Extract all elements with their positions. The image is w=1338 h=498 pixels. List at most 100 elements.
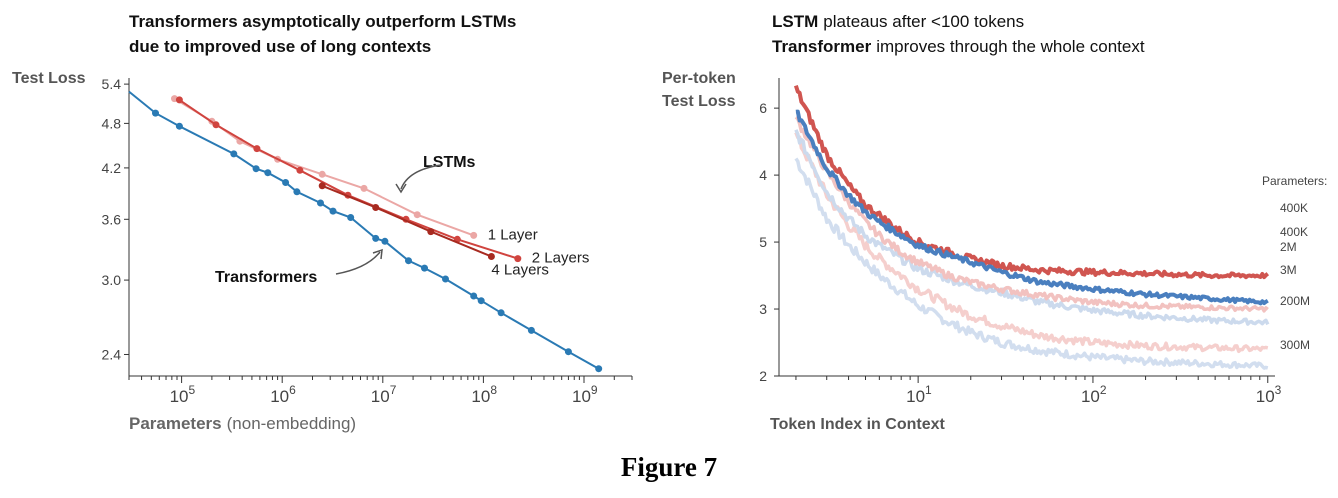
right-y-tick-label: 2 [759, 368, 767, 384]
right-chart-title-line2: Transformer improves through the whole co… [772, 37, 1145, 56]
right-x-tick-label: 102 [1081, 383, 1107, 406]
left-data-point [442, 275, 449, 283]
left-x-tick-base: 10 [170, 387, 189, 406]
left-series-label: 4 Layers [491, 262, 549, 279]
left-data-point [360, 184, 368, 192]
left-data-point [477, 297, 485, 305]
right-series-line [793, 84, 1270, 280]
left-data-point [427, 228, 435, 236]
left-series-line [321, 184, 492, 258]
left-data-point [470, 292, 478, 300]
right-series-line [794, 131, 1269, 354]
left-data-point [282, 179, 290, 186]
left-data-point [175, 122, 183, 130]
left-data-point [564, 348, 572, 356]
right-chart-y-axis-label-line1: Per-token [662, 70, 736, 87]
left-x-tick-exponent: 5 [189, 383, 196, 397]
left-x-tick-label: 105 [170, 383, 196, 406]
transformers-arrowhead-icon [372, 248, 383, 260]
left-series-label: 2 Layers [532, 250, 590, 267]
left-data-point [296, 166, 304, 174]
left-data-point [252, 165, 260, 173]
left-x-tick-exponent: 8 [490, 383, 497, 397]
left-x-tick-base: 10 [572, 387, 591, 406]
left-data-point [317, 199, 324, 207]
left-x-tick-label: 107 [371, 383, 397, 406]
right-series-label: 200M [1280, 294, 1310, 308]
right-series-label: 3M [1280, 263, 1297, 277]
left-data-point [405, 257, 412, 265]
left-data-point [318, 182, 326, 190]
right-title-lstm: LSTM [772, 12, 818, 31]
left-data-point [413, 211, 421, 219]
left-x-tick-label: 109 [572, 383, 598, 406]
right-y-tick-label: 6 [759, 100, 767, 116]
left-series-line [128, 90, 600, 370]
left-x-tick-label: 108 [471, 383, 497, 406]
left-x-tick-base: 10 [270, 387, 289, 406]
right-series-line [795, 109, 1269, 306]
left-series-line [178, 99, 519, 260]
left-data-point [318, 170, 326, 178]
right-chart-y-axis-label-line2: Test Loss [662, 93, 736, 110]
left-chart-y-axis-label: Test Loss [12, 70, 86, 87]
right-y-tick-label: 3 [759, 301, 767, 317]
right-title-lstm-rest: plateaus after <100 tokens [823, 12, 1024, 31]
right-legend-title: Parameters: [1262, 174, 1327, 188]
left-data-point [421, 264, 428, 272]
left-data-point [175, 96, 183, 104]
left-chart-title-line2: due to improved use of long contexts [129, 37, 431, 56]
left-chart-x-axis-label-bold: Parameters [129, 414, 222, 433]
right-title-transformer-rest: improves through the whole context [876, 37, 1145, 56]
left-data-point [595, 365, 603, 373]
left-chart-x-axis-label-rest: (non-embedding) [227, 414, 356, 433]
left-x-tick-base: 10 [371, 387, 390, 406]
left-y-tick-label: 4.8 [102, 115, 122, 131]
left-chart-title-line1: Transformers asymptotically outperform L… [129, 12, 516, 31]
left-data-point [372, 234, 380, 242]
right-x-tick-exponent: 1 [925, 383, 932, 397]
transformers-annotation-arrow [335, 251, 381, 275]
figure-caption: Figure 7 [620, 452, 718, 482]
right-chart-title-line1: LSTM plateaus after <100 tokens [772, 12, 1024, 31]
right-series-label: 400K [1280, 225, 1308, 239]
right-y-tick-label: 5 [759, 234, 767, 250]
left-data-point [470, 231, 478, 239]
left-data-point [347, 214, 355, 221]
left-data-point [230, 150, 238, 158]
left-y-tick-label: 5.4 [102, 76, 122, 92]
left-x-tick-base: 10 [471, 387, 490, 406]
lstms-annotation: LSTMs [423, 154, 476, 171]
left-x-tick-exponent: 6 [289, 383, 296, 397]
left-data-point [329, 207, 337, 215]
right-x-tick-exponent: 2 [1100, 383, 1107, 397]
transformers-annotation: Transformers [215, 269, 317, 286]
left-x-tick-label: 106 [270, 383, 296, 406]
right-x-tick-base: 10 [1256, 387, 1275, 406]
lstms-annotation-arrow [400, 164, 442, 190]
right-series-label: 300M [1280, 338, 1310, 352]
right-series-label: 400K [1280, 201, 1308, 215]
right-y-tick-label: 4 [759, 167, 767, 183]
right-x-tick-exponent: 3 [1275, 383, 1282, 397]
left-chart-x-axis-label: Parameters (non-embedding) [129, 414, 356, 433]
left-y-tick-label: 2.4 [102, 346, 122, 362]
left-data-point [514, 255, 522, 263]
left-data-point [253, 145, 261, 153]
right-x-tick-label: 103 [1256, 383, 1282, 406]
left-y-tick-label: 3.0 [102, 272, 122, 288]
right-chart-series [793, 84, 1270, 370]
left-data-point [212, 121, 220, 129]
left-series-label: 1 Layer [488, 226, 538, 243]
left-data-point [152, 109, 159, 117]
right-series-line [794, 115, 1269, 313]
right-chart-x-axis-label: Token Index in Context [770, 416, 946, 433]
right-x-tick-base: 10 [906, 387, 925, 406]
left-data-point [487, 253, 495, 260]
right-x-tick-base: 10 [1081, 387, 1100, 406]
left-x-tick-exponent: 7 [390, 383, 397, 397]
